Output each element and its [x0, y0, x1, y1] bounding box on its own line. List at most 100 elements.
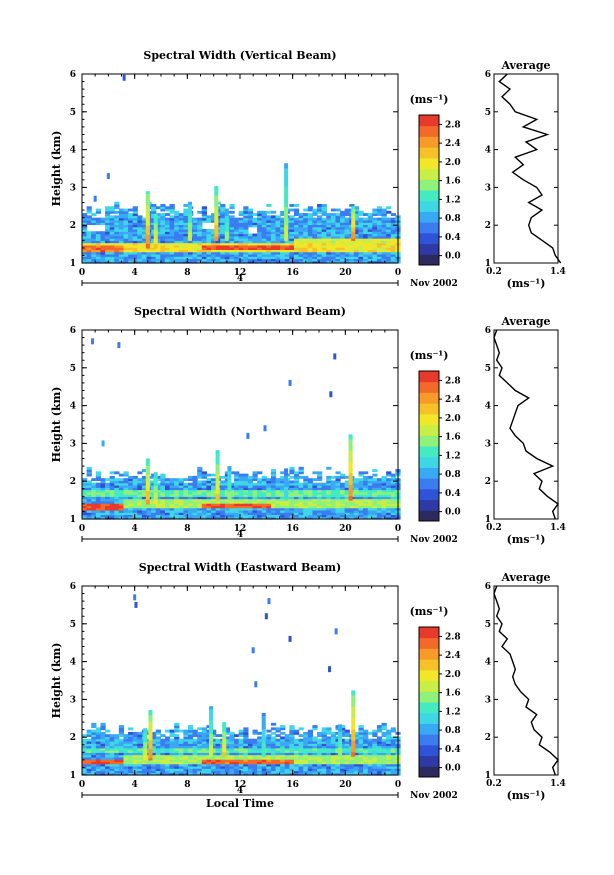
heatmap-cell: [358, 509, 364, 513]
spike-cell: [351, 735, 356, 739]
heatmap-cell: [82, 514, 88, 518]
heatmap-cell: [280, 763, 286, 767]
heatmap-cell: [252, 750, 258, 753]
heatmap-cell: [114, 242, 120, 246]
heatmap-cell: [335, 494, 341, 497]
heatmap-cell: [372, 747, 378, 751]
heatmap-cell: [340, 487, 346, 491]
heatmap-cell: [224, 747, 231, 751]
heatmap-cell: [151, 750, 157, 753]
heatmap-cell: [284, 770, 290, 774]
spike-cell: [209, 724, 214, 728]
heatmap-cell: [376, 251, 383, 255]
colorbar-tick-label: 2.4: [445, 139, 461, 149]
spike-cell: [351, 753, 356, 757]
heatmap-cell: [326, 745, 332, 749]
heatmap-cell: [257, 745, 263, 749]
heatmap-cell: [381, 745, 387, 749]
heatmap-cell: [183, 765, 189, 769]
heatmap-cell: [321, 761, 327, 765]
heatmap-cell: [321, 500, 327, 504]
heatmap-cell: [381, 482, 387, 486]
heatmap-cell: [114, 507, 120, 511]
heatmap-cell: [289, 222, 295, 226]
heatmap-cell: [229, 238, 235, 241]
heatmap-cell: [206, 233, 212, 237]
heatmap-cell: [220, 516, 226, 520]
heatmap-cell: [303, 217, 309, 221]
heatmap-cell: [266, 505, 272, 509]
heatmap-cell: [284, 743, 290, 747]
heatmap-cell: [344, 731, 350, 735]
heatmap-cell: [105, 224, 111, 228]
heatmap-cell: [141, 509, 148, 513]
heatmap-cell: [353, 756, 360, 760]
heatmap-cell: [289, 763, 295, 767]
heatmap-cell: [247, 235, 254, 239]
heatmap-cell: [187, 745, 194, 749]
heatmap-cell: [95, 736, 102, 740]
spike-cell: [148, 716, 153, 720]
isolated-echo: [288, 379, 292, 386]
heatmap-cell: [317, 738, 323, 742]
heatmap-cell: [280, 727, 286, 731]
spike-cell: [351, 226, 356, 230]
heatmap-cell: [280, 219, 286, 223]
heatmap-cell: [330, 489, 337, 493]
heatmap-cell: [234, 224, 240, 228]
heatmap-cell: [321, 244, 327, 248]
heatmap-cell: [266, 480, 272, 484]
heatmap-cell: [247, 765, 254, 769]
heatmap-cell: [109, 496, 115, 500]
heatmap-cell: [123, 484, 129, 488]
heatmap-cell: [381, 727, 387, 731]
heatmap-cell: [312, 247, 318, 250]
heatmap-cell: [164, 238, 171, 241]
heatmap-cell: [197, 242, 203, 246]
heatmap-cell: [224, 480, 231, 484]
heatmap-cell: [86, 505, 92, 509]
heatmap-cell: [381, 244, 387, 248]
heatmap-cell: [160, 756, 166, 760]
heatmap-cell: [206, 725, 212, 728]
average-x-tick-label: 1.4: [550, 523, 566, 533]
heatmap-cell: [187, 727, 194, 731]
heatmap-cell: [358, 244, 364, 248]
heatmap-cell: [211, 754, 217, 758]
heatmap-cell: [326, 772, 332, 776]
heatmap-cell: [229, 496, 235, 500]
heatmap-cell: [118, 489, 125, 493]
heatmap-cell: [381, 487, 387, 491]
heatmap-cell: [105, 759, 111, 762]
heatmap-cell: [229, 260, 235, 264]
heatmap-cell: [335, 740, 341, 744]
heatmap-cell: [340, 512, 346, 516]
heatmap-cell: [220, 507, 226, 511]
heatmap-cell: [275, 759, 281, 762]
heatmap-cell: [174, 233, 180, 237]
heatmap-cell: [381, 500, 387, 504]
heatmap-cell: [386, 736, 392, 740]
heatmap-cell: [363, 491, 369, 495]
heatmap-cell: [109, 260, 115, 264]
spike-cell: [351, 228, 356, 232]
heatmap-cell: [270, 475, 277, 479]
heatmap-cell: [266, 763, 272, 767]
heatmap-cell: [137, 231, 143, 235]
heatmap-cell: [321, 213, 327, 216]
heatmap-cell: [91, 503, 97, 506]
heatmap-cell: [326, 224, 332, 228]
heatmap-cell: [178, 763, 184, 767]
heatmap-cell: [386, 228, 392, 232]
heatmap-cell: [243, 500, 249, 504]
heatmap-cell: [211, 484, 217, 488]
heatmap-cell: [82, 745, 88, 749]
heatmap-cell: [247, 496, 254, 500]
heatmap-cell: [312, 231, 318, 235]
spike-cell: [348, 441, 353, 444]
heatmap-cell: [238, 482, 244, 486]
heatmap-cell: [363, 489, 369, 493]
heatmap-cell: [303, 224, 309, 228]
heatmap-cell: [151, 738, 157, 742]
heatmap-cell: [293, 475, 300, 479]
